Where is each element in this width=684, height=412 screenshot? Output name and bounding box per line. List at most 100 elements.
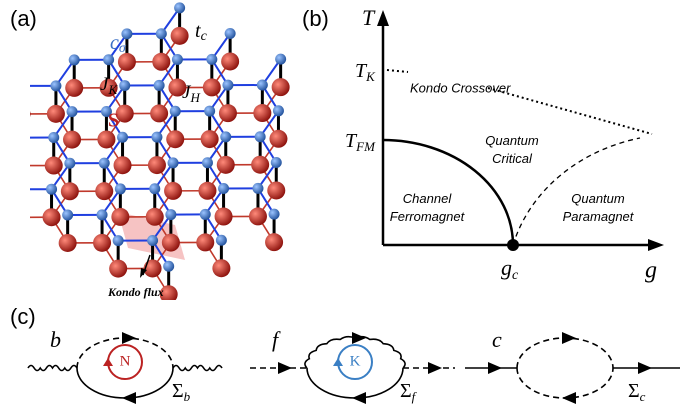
electron-site bbox=[204, 105, 216, 117]
phase-label: Quantum Paramagnet bbox=[563, 191, 635, 224]
electron-site bbox=[171, 54, 183, 66]
electron-site bbox=[270, 156, 282, 168]
spin-site bbox=[93, 233, 112, 252]
electron-site bbox=[254, 131, 266, 143]
spin-site bbox=[8, 208, 26, 226]
electron-site bbox=[201, 157, 213, 169]
label: T bbox=[345, 130, 358, 152]
electron-site bbox=[224, 27, 236, 39]
electron-site bbox=[46, 183, 58, 195]
electron-site bbox=[199, 208, 211, 220]
arrow-head bbox=[278, 362, 292, 374]
electron-site bbox=[272, 105, 284, 117]
arrow-head bbox=[562, 392, 576, 404]
phase-label: Channel Ferromagnet bbox=[390, 191, 466, 224]
electron-site bbox=[66, 106, 78, 118]
spin-site bbox=[145, 207, 164, 226]
propagator bbox=[76, 367, 174, 399]
arrow-head bbox=[140, 268, 147, 278]
spin-site bbox=[97, 130, 116, 149]
label: Σ bbox=[400, 380, 412, 402]
electron-site bbox=[215, 234, 227, 246]
t-fm: TFM bbox=[345, 130, 376, 154]
loop-label: K bbox=[350, 353, 361, 369]
arrow-head bbox=[638, 362, 652, 374]
electron-site bbox=[12, 184, 23, 195]
subscript: c bbox=[640, 389, 646, 404]
electron-site bbox=[16, 80, 27, 91]
line: Critical bbox=[492, 151, 533, 166]
electron-site bbox=[103, 54, 115, 66]
spin-site bbox=[216, 155, 235, 174]
x-axis-label: g bbox=[645, 258, 657, 284]
electron-site bbox=[256, 79, 268, 91]
spin-site bbox=[161, 233, 180, 252]
spin-site bbox=[60, 182, 79, 201]
electron-site bbox=[121, 28, 133, 40]
subscript: f bbox=[412, 389, 418, 404]
electron-site bbox=[165, 209, 177, 221]
spin-site bbox=[99, 78, 118, 97]
arrow-head bbox=[562, 332, 576, 344]
spin-site bbox=[200, 130, 219, 149]
arrow-head bbox=[648, 239, 664, 251]
spin-site bbox=[198, 181, 217, 200]
electron-site bbox=[117, 131, 129, 143]
electron-site bbox=[169, 105, 181, 117]
arrow-head bbox=[333, 358, 343, 366]
propagator bbox=[516, 367, 614, 399]
electron-site bbox=[155, 28, 167, 40]
spin-site bbox=[115, 104, 134, 123]
panel-label: (c) bbox=[10, 304, 36, 329]
propagator bbox=[172, 364, 223, 372]
electron-site bbox=[48, 132, 60, 144]
electron-site bbox=[222, 79, 234, 91]
self-energy: Σf bbox=[400, 380, 418, 404]
spin-site bbox=[65, 78, 84, 97]
j-k: JK bbox=[100, 74, 118, 97]
arrow-head bbox=[377, 10, 389, 26]
electron-site bbox=[14, 132, 25, 143]
crossover-line bbox=[487, 87, 653, 135]
line: Paramagnet bbox=[563, 209, 635, 224]
spin-site bbox=[147, 156, 166, 175]
field-label: b bbox=[50, 327, 61, 352]
label: J bbox=[182, 82, 192, 103]
spin: S⃗ bbox=[108, 110, 135, 132]
flux-label: Kondo flux bbox=[107, 285, 164, 299]
spin-site bbox=[58, 233, 77, 252]
electron-site bbox=[218, 183, 230, 195]
electron-site bbox=[268, 208, 280, 220]
panel-label: (a) bbox=[10, 6, 37, 31]
electron-site bbox=[96, 209, 108, 221]
self-energy: Σc bbox=[628, 380, 646, 404]
propagator bbox=[27, 364, 78, 372]
spin-site bbox=[170, 26, 189, 45]
crossover-label: Kondo Crossover bbox=[410, 80, 511, 95]
spin-site bbox=[269, 129, 288, 148]
panel-label: (b) bbox=[302, 6, 329, 31]
electron-site bbox=[153, 79, 165, 91]
subscript: H bbox=[189, 90, 200, 105]
crossover-line bbox=[386, 69, 409, 73]
t-c: tc bbox=[195, 20, 208, 45]
subscript: c bbox=[201, 29, 208, 44]
crossover-line bbox=[512, 137, 641, 246]
electron-site bbox=[167, 157, 179, 169]
subscript: b bbox=[184, 389, 191, 404]
spin-site bbox=[111, 207, 130, 226]
electron-site bbox=[64, 157, 76, 169]
electron-site bbox=[98, 157, 110, 169]
label: J bbox=[100, 74, 110, 95]
label: T bbox=[355, 60, 368, 82]
spin-site bbox=[46, 104, 65, 123]
spin-site bbox=[42, 208, 61, 227]
g-c: gc bbox=[501, 255, 519, 283]
electron-site bbox=[206, 53, 218, 65]
spin-site bbox=[251, 155, 270, 174]
spin-site bbox=[95, 182, 114, 201]
spin-site bbox=[248, 207, 267, 226]
label: g bbox=[501, 255, 512, 280]
spin-site bbox=[44, 156, 63, 175]
